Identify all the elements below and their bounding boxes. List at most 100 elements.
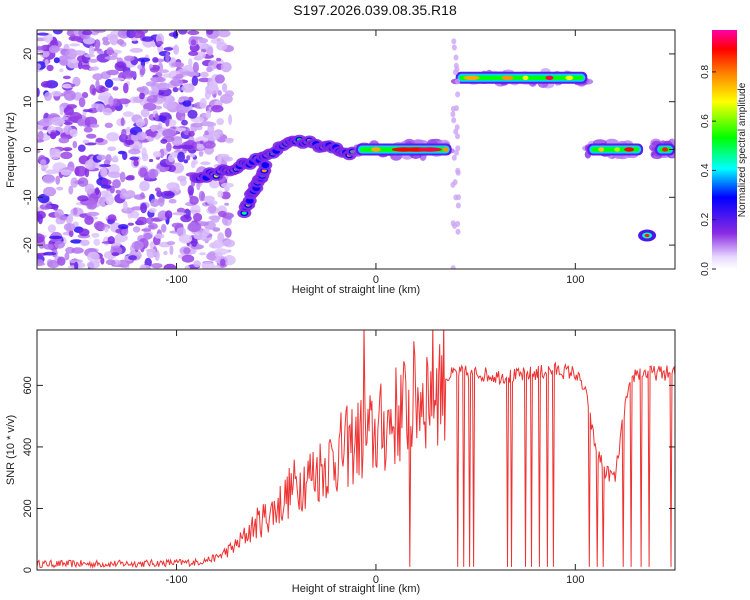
noise-blob [146, 248, 156, 259]
snr-ytick-label: 200 [22, 499, 34, 517]
noise-blob [76, 55, 87, 63]
noise-blob [102, 107, 113, 116]
noise-blob [152, 57, 159, 63]
vertical-smear [455, 133, 460, 140]
spectrogram-ylabel: Frequency (Hz) [5, 112, 17, 188]
noise-blob [199, 97, 207, 109]
noise-blob [160, 138, 168, 144]
noise-blob [206, 122, 217, 127]
noise-blob [72, 50, 86, 56]
noise-blob [128, 255, 138, 261]
colorbar-tick-label: 0.6 [700, 114, 711, 128]
noise-blob [39, 50, 50, 58]
vertical-smear [455, 91, 461, 98]
noise-blob [154, 187, 161, 192]
noise-blob [224, 227, 232, 238]
snr-axes: -100 0 100 0 200 400 600 [22, 330, 675, 586]
noise-blob [74, 165, 88, 177]
noise-blob [95, 137, 104, 143]
vertical-smear [452, 179, 458, 186]
noise-blob [43, 243, 54, 250]
noise-blob [133, 159, 139, 167]
noise-blob [72, 140, 78, 149]
noise-blob [148, 223, 158, 230]
noise-blob [62, 75, 71, 80]
noise-blob [86, 260, 100, 269]
noise-blob [140, 108, 150, 118]
noise-blob [173, 30, 179, 39]
noise-blob [172, 87, 179, 93]
noise-blob [52, 204, 59, 211]
noise-blob [176, 207, 186, 214]
noise-blob [131, 240, 144, 250]
spectrogram-xtick-label: 0 [373, 274, 379, 286]
noise-blob [59, 59, 69, 66]
spectrogram-xtick-label: 100 [566, 274, 584, 286]
noise-blob [66, 104, 77, 109]
noise-blob [148, 208, 157, 213]
noise-blob [200, 71, 209, 78]
noise-blob [187, 185, 194, 196]
noise-blob [101, 179, 112, 186]
noise-blob [77, 177, 89, 187]
right-line-peak [624, 147, 635, 152]
main-line-peak [442, 147, 449, 152]
noise-blob [183, 159, 189, 164]
noise-blob [168, 154, 175, 163]
colorbar-label: Normalized spectral amplitude [737, 82, 748, 217]
noise-blob [59, 68, 64, 73]
noise-blob [223, 239, 235, 248]
noise-blob [37, 32, 49, 36]
noise-blob [188, 51, 199, 56]
noise-blob [216, 57, 222, 62]
noise-blob [59, 105, 64, 116]
noise-blob [93, 30, 106, 33]
noise-blob [168, 198, 177, 204]
vertical-smear [455, 220, 461, 227]
noise-blob [104, 78, 114, 88]
noise-blob [173, 44, 180, 55]
noise-blob [193, 213, 203, 222]
noise-blob [68, 35, 81, 42]
noise-blob [222, 83, 228, 93]
noise-blob [187, 30, 200, 36]
noise-blob [94, 187, 100, 196]
noise-blob [187, 221, 202, 233]
noise-blob [112, 179, 121, 189]
noise-blob [40, 159, 47, 167]
noise-blob [60, 169, 72, 176]
snr-ytick-label: 600 [22, 376, 34, 394]
noise-blob [48, 45, 60, 54]
noise-blob [178, 234, 193, 244]
noise-blob [58, 137, 70, 144]
noise-blob [100, 166, 108, 178]
noise-blob [180, 214, 192, 223]
noise-blob [43, 251, 57, 256]
noise-blob [112, 86, 119, 91]
noise-blob [171, 61, 185, 68]
noise-blob [146, 95, 158, 104]
noise-blob [207, 204, 217, 214]
noise-blob [46, 64, 54, 72]
noise-blob [69, 128, 78, 138]
colorbar: 0.0 0.2 0.4 0.6 0.8 Normalized spectral ampl… [700, 30, 748, 276]
noise-blob [107, 171, 122, 179]
noise-blob [139, 180, 150, 192]
noise-blob [107, 236, 115, 245]
noise-blob [141, 152, 149, 162]
noise-blob [189, 195, 199, 205]
noise-blob [86, 133, 97, 139]
noise-blob [206, 66, 213, 73]
noise-blob [81, 30, 93, 36]
noise-blob [184, 265, 191, 269]
noise-blob [146, 90, 159, 96]
noise-blob [104, 226, 109, 233]
vertical-smear [450, 220, 456, 227]
snr-ylabel: SNR (10 * v/v) [5, 415, 17, 485]
noise-blob [150, 76, 164, 83]
noise-blob [191, 75, 199, 87]
colorbar-tick-label: 0.8 [700, 64, 711, 78]
noise-blob [139, 92, 145, 100]
noise-blob [190, 122, 203, 128]
noise-blob [43, 186, 57, 197]
